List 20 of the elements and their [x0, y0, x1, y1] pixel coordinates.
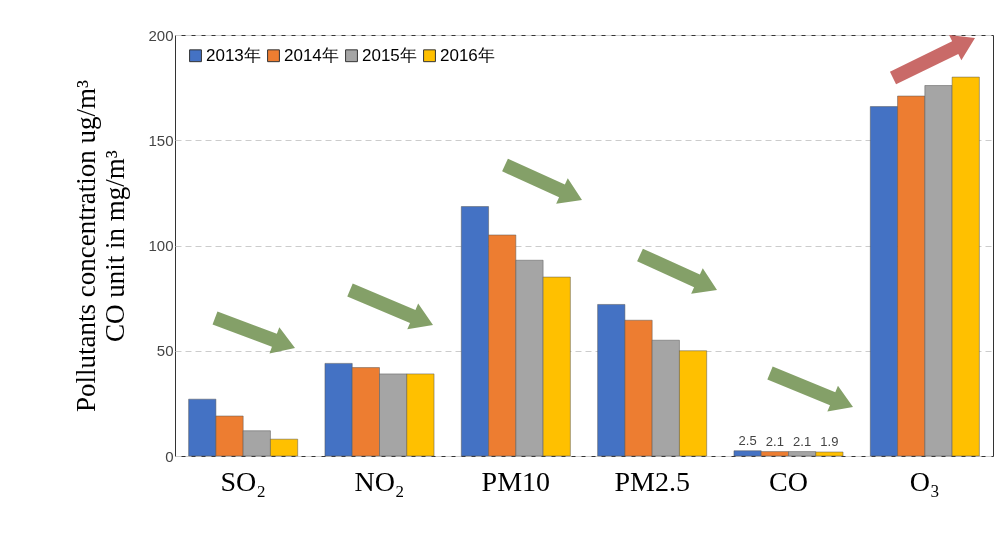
x-tick-label: O₃ — [909, 465, 940, 497]
x-tick-label: PM10 — [481, 465, 551, 497]
legend-label: 2016年 — [440, 45, 495, 65]
y-tick-label: 150 — [148, 131, 174, 149]
y-tick-label: 200 — [148, 26, 174, 44]
data-label: 2.1 — [793, 433, 812, 449]
legend-label: 2015年 — [362, 45, 417, 65]
data-label: 2.5 — [738, 432, 757, 448]
y-tick-label: 50 — [156, 342, 174, 360]
y-tick-label: 0 — [165, 447, 174, 465]
y-tick-label: 100 — [148, 237, 174, 254]
x-tick-label: CO — [769, 465, 808, 497]
x-tick-label: PM2.5 — [614, 465, 690, 497]
data-label: 2.1 — [765, 433, 784, 449]
legend-label: 2014年 — [284, 45, 339, 65]
data-label: 1.9 — [820, 434, 839, 449]
x-tick-label: SO₂ — [220, 465, 266, 497]
x-tick-label: NO₂ — [354, 465, 405, 497]
legend-label: 2013年 — [206, 45, 261, 65]
y-axis-title: Pollutants concentration ug/m³ CO unit in mg/m³ — [71, 79, 131, 413]
